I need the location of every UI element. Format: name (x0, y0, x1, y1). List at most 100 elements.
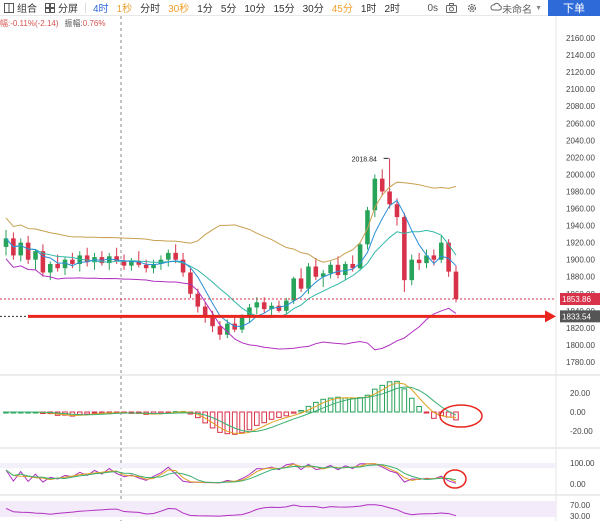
split-screen-button[interactable]: 分屏 (41, 0, 82, 16)
candle-body (210, 317, 215, 327)
candle-body (239, 317, 245, 330)
gear-icon (467, 3, 477, 13)
screenshot-button[interactable] (442, 0, 463, 16)
toolbar-divider (85, 2, 86, 13)
macd-bar (276, 411, 282, 418)
candle-body (55, 263, 60, 269)
candle (173, 244, 178, 264)
candle-body (47, 263, 53, 273)
top-toolbar: 组合 分屏 4时 1秒 分时 30秒 1分 5分 10分 15分 30分 45分… (0, 0, 600, 16)
candle (298, 268, 304, 293)
cloud-save-button[interactable]: 未命名 ▼ (484, 1, 548, 16)
place-order-button[interactable]: 下单 (548, 0, 600, 16)
annotation-arrow-head (545, 310, 556, 323)
split-screen-icon (45, 2, 55, 13)
candle (320, 269, 326, 287)
timeframe-2h[interactable]: 2时 (384, 4, 400, 15)
candle (33, 249, 38, 270)
macd-bar (290, 411, 297, 414)
macd-bar (261, 411, 267, 424)
rsi-tick-label: 30.00 (570, 512, 591, 521)
combo-button[interactable]: 组合 (0, 0, 41, 16)
candle (25, 235, 31, 264)
macd-bar (320, 398, 327, 413)
candle-body (173, 252, 178, 260)
candle-body (343, 263, 348, 276)
candle (357, 242, 363, 270)
camera-icon (446, 3, 458, 13)
price-tick-label: 1880.00 (566, 273, 595, 282)
candle (166, 249, 171, 267)
macd-tick-label: -20.00 (570, 427, 593, 436)
timeframe-1m[interactable]: 1分 (197, 4, 213, 15)
candle-body (313, 266, 319, 277)
macd-bar (246, 411, 253, 431)
current-price-badge (560, 293, 600, 306)
candle-body (151, 263, 156, 269)
candle-body (136, 261, 142, 265)
rsi-band (0, 501, 556, 517)
timeframe-30m[interactable]: 30分 (302, 4, 324, 15)
candle-body (276, 305, 282, 311)
candle (438, 235, 444, 264)
timeframe-30s[interactable]: 30秒 (168, 4, 190, 15)
candle (335, 256, 341, 279)
high-price-label: 2018.84 (352, 156, 377, 163)
price-tick-label: 2100.00 (566, 85, 595, 94)
timeframe-10m[interactable]: 10分 (244, 4, 266, 15)
price-tick-label: 2060.00 (566, 119, 595, 128)
annotation-circle (443, 469, 467, 489)
candle-body (402, 217, 407, 281)
macd-bar (239, 411, 245, 434)
candle-body (166, 252, 171, 260)
rsi-tick-label: 70.00 (570, 501, 591, 510)
candle-body (3, 238, 9, 247)
bollinger-lower-line (5, 258, 457, 351)
candle (188, 268, 193, 299)
candle-body (70, 259, 75, 264)
timeframe-5m[interactable]: 5分 (220, 4, 237, 15)
candle-body (291, 278, 296, 301)
candle-body (453, 271, 459, 300)
toolbar-right: 0s 未命名 ▼ 下单 (424, 0, 600, 16)
unnamed-label: 未命名 (502, 4, 533, 16)
timeframe-4h[interactable]: 4时 (93, 4, 109, 15)
combo-label: 组合 (17, 4, 37, 15)
macd-bar (231, 411, 238, 435)
candle-body (269, 305, 274, 310)
candle-body (40, 251, 46, 273)
price-tick-label: 2120.00 (566, 68, 595, 77)
price-tick-label: 2000.00 (566, 170, 595, 179)
macd-dea-line (6, 386, 457, 433)
macd-bar (453, 411, 459, 421)
change-readout: 幅:-0.11%(-2.14) (0, 19, 59, 28)
macd-bar (401, 388, 408, 413)
timeframe-1h[interactable]: 1时 (360, 4, 377, 15)
candle-body (33, 251, 38, 260)
timeframe-15m[interactable]: 15分 (273, 4, 295, 15)
candle (62, 257, 68, 276)
timeframe-45m[interactable]: 45分 (331, 4, 353, 15)
candle (40, 244, 46, 277)
candle (225, 319, 230, 339)
kdj-overbought-band (0, 463, 556, 469)
candle-body (84, 255, 90, 263)
candle (3, 229, 9, 256)
marked-price-label: 1833.54 (562, 312, 591, 321)
amplitude-value: 0.76% (82, 19, 106, 28)
kdj-tick-label: 0.00 (570, 480, 586, 489)
price-tick-label: 1820.00 (566, 324, 595, 333)
candle-body (372, 178, 378, 211)
candle-body (394, 204, 400, 218)
candle (254, 297, 260, 315)
candle-body (202, 306, 208, 318)
settings-button[interactable] (463, 0, 484, 16)
layout-icon (4, 2, 14, 13)
cloud-icon (490, 2, 502, 14)
candle (328, 261, 333, 279)
candles (3, 158, 459, 340)
timeframe-1s[interactable]: 1秒 (116, 4, 133, 15)
macd-bar (91, 411, 98, 414)
timeframe-tick[interactable]: 分时 (140, 4, 161, 15)
price-chart[interactable]: 2160.00 2140.00 2120.00 2100.00 2080.00 2060.… (0, 16, 600, 521)
